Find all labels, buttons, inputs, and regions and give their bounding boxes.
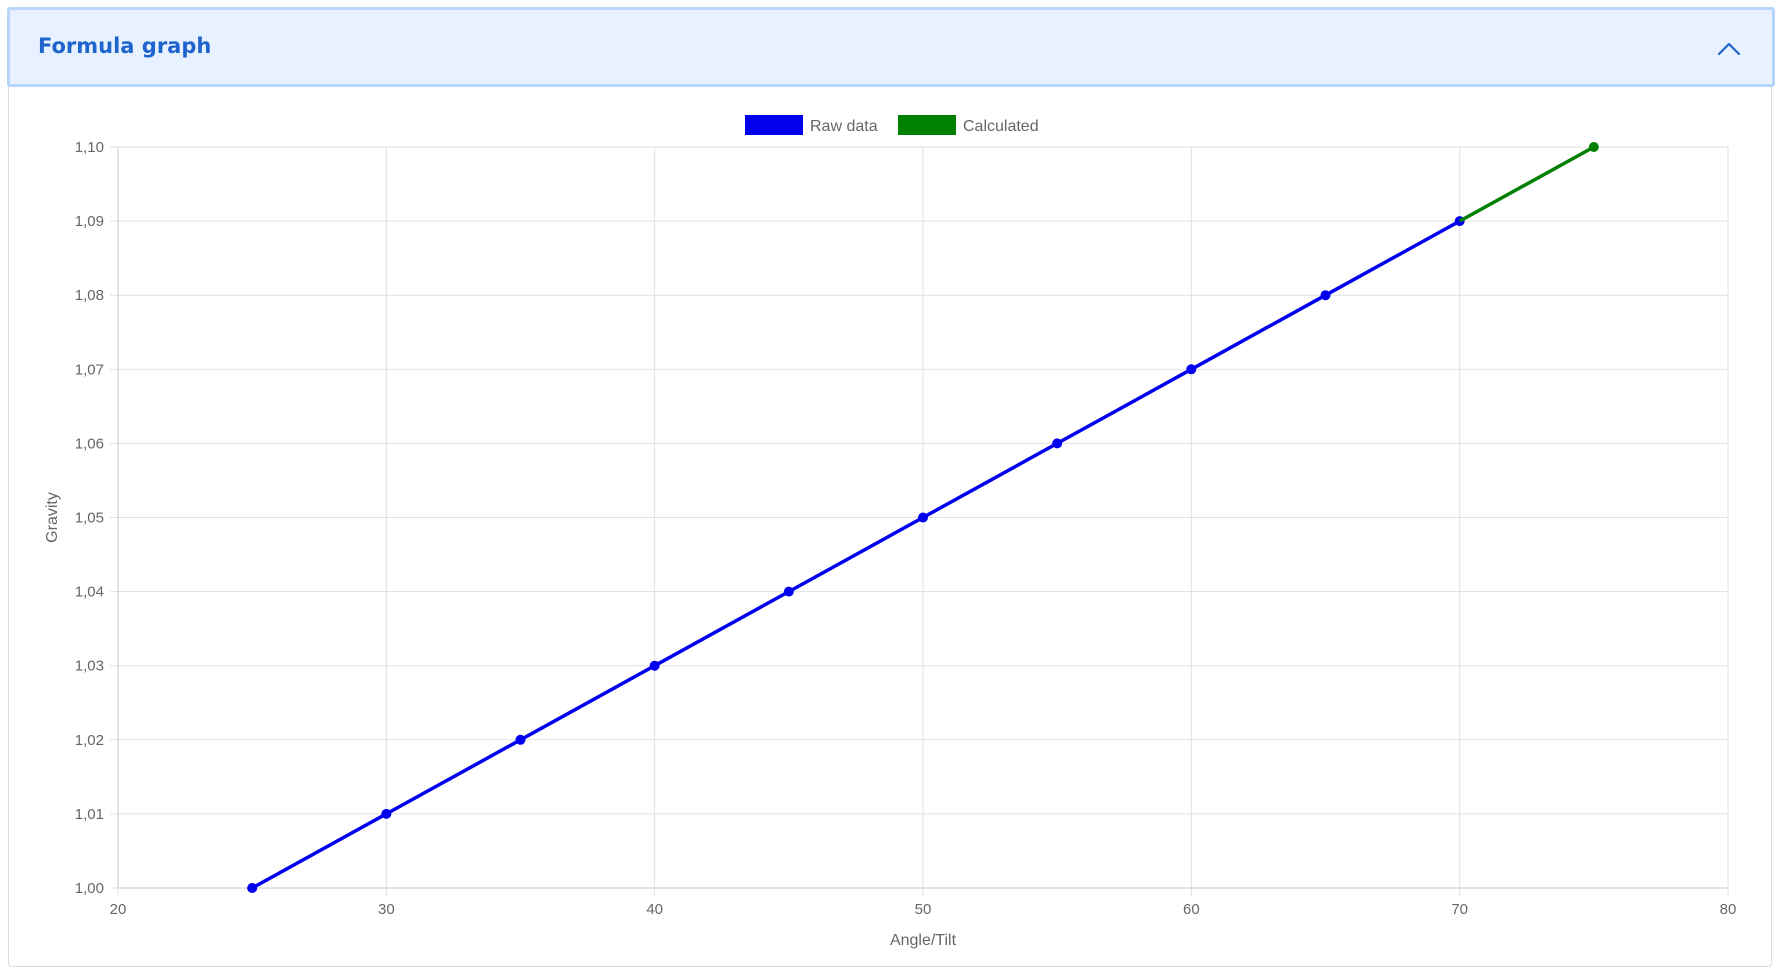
- legend-item-calculated[interactable]: Calculated: [898, 115, 1039, 135]
- data-point[interactable]: [247, 883, 258, 893]
- legend-swatch: [898, 115, 956, 135]
- data-point[interactable]: [515, 734, 526, 745]
- legend-label: Calculated: [963, 118, 1039, 135]
- data-point[interactable]: [918, 512, 928, 523]
- series-calculated: [1458, 142, 1599, 223]
- data-point[interactable]: [1320, 290, 1331, 301]
- data-point[interactable]: [1588, 142, 1599, 152]
- formula-graph-panel: Formula graph: [7, 7, 1775, 967]
- series-line: [251, 219, 1461, 890]
- chart-axes: [117, 147, 1728, 889]
- y-tick-label: 1,06: [75, 435, 104, 452]
- chart-legend[interactable]: Raw data Calculated: [745, 115, 1039, 135]
- x-tick-label: 30: [378, 901, 395, 918]
- y-tick-label: 1,05: [75, 510, 104, 527]
- y-tick-labels: 1,00 1,01 1,02 1,03 1,04 1,05 1,06 1,07 1,08 1,09…: [75, 139, 104, 897]
- y-axis-title: Gravity: [44, 492, 61, 543]
- x-tick-label: 20: [110, 901, 127, 918]
- x-tick-label: 60: [1183, 901, 1200, 918]
- legend-label: Raw data: [810, 118, 878, 135]
- legend-swatch: [745, 115, 803, 135]
- x-tick-label: 80: [1720, 901, 1737, 918]
- data-point[interactable]: [1052, 438, 1063, 449]
- x-tick-label: 70: [1451, 901, 1468, 918]
- y-tick-label: 1,02: [75, 732, 104, 749]
- data-point[interactable]: [1186, 364, 1197, 375]
- y-tick-label: 1,09: [75, 213, 104, 230]
- data-point[interactable]: [783, 586, 794, 597]
- x-axis-title: Angle/Tilt: [890, 932, 957, 949]
- y-tick-label: 1,04: [75, 584, 104, 601]
- y-tick-label: 1,08: [75, 287, 104, 304]
- y-tick-label: 1,01: [75, 806, 104, 823]
- y-tick-label: 1,10: [75, 139, 104, 156]
- series-raw-data: [247, 216, 1465, 893]
- x-tick-label: 40: [646, 901, 663, 918]
- y-tick-label: 1,00: [75, 880, 104, 897]
- x-tick-labels: 20 30 40 50 60 70 80: [110, 901, 1737, 918]
- series-line: [1458, 145, 1595, 223]
- chevron-up-icon[interactable]: [1712, 32, 1746, 66]
- y-tick-label: 1,03: [75, 658, 104, 675]
- data-point[interactable]: [649, 660, 660, 671]
- panel-title: Formula graph: [38, 34, 212, 58]
- panel-header[interactable]: Formula graph: [7, 7, 1775, 87]
- x-tick-label: 50: [915, 901, 932, 918]
- data-point[interactable]: [381, 808, 392, 819]
- legend-item-raw-data[interactable]: Raw data: [745, 115, 878, 135]
- chart-series: [247, 142, 1599, 893]
- y-tick-label: 1,07: [75, 361, 104, 378]
